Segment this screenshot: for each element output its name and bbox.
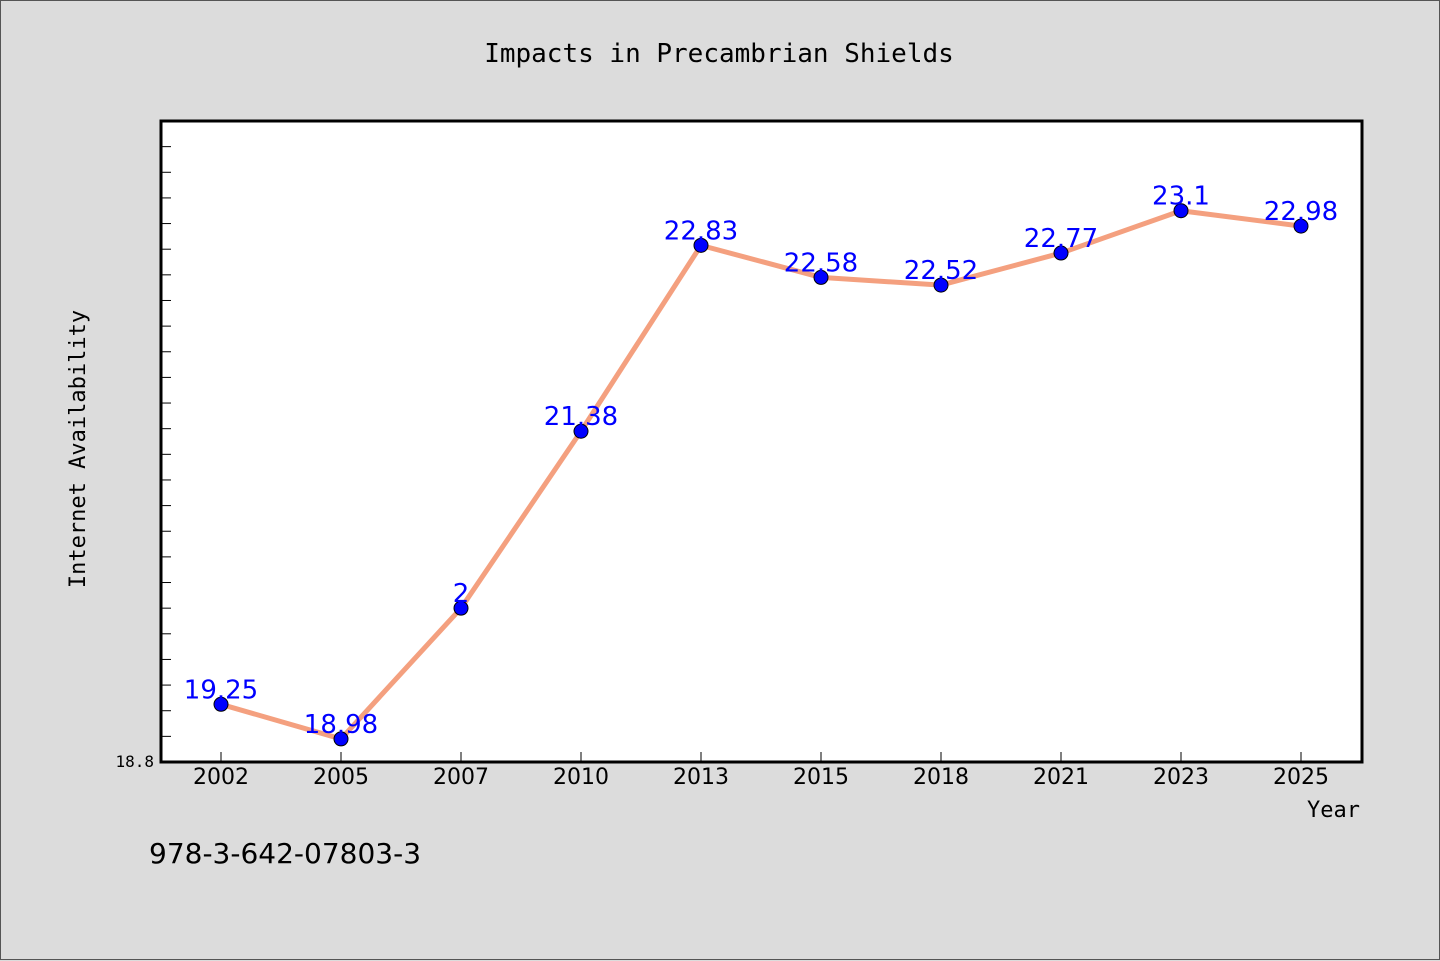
- data-label: 21.38: [544, 402, 618, 432]
- series-line: [218, 208, 1304, 742]
- y-axis-label: Internet Availability: [66, 310, 91, 588]
- plot-area: [161, 121, 1362, 762]
- x-tick-label: 2015: [793, 765, 849, 790]
- data-label: 23.1: [1152, 182, 1210, 212]
- y-tick-label: 18.8: [115, 752, 154, 771]
- x-tick-label: 2002: [193, 765, 249, 790]
- data-label: 22.98: [1264, 197, 1338, 227]
- data-point: [573, 423, 589, 439]
- data-point: [333, 731, 349, 747]
- x-tick-label: 2007: [433, 765, 489, 790]
- data-point: [213, 696, 229, 712]
- data-point: [1293, 218, 1309, 234]
- x-tick-label: 2025: [1273, 765, 1329, 790]
- data-point: [453, 600, 469, 616]
- data-point: [933, 277, 949, 293]
- x-tick-label: 2005: [313, 765, 369, 790]
- x-axis-label: Year: [1307, 798, 1360, 823]
- data-label: 18.98: [304, 710, 378, 740]
- data-label: 22.52: [904, 256, 978, 286]
- x-axis-ticks: 2002 2005 2007 2010 2013 2015 2018 2021 2023 2025: [193, 752, 1329, 790]
- data-label: 22.77: [1024, 224, 1098, 254]
- data-label: 19.25: [184, 675, 258, 705]
- data-point: [1053, 245, 1069, 261]
- data-point: [693, 237, 709, 253]
- plot-border: [159, 119, 1364, 764]
- x-tick-label: 2021: [1033, 765, 1089, 790]
- footer-isbn: 978-3-642-07803-3: [149, 837, 421, 870]
- x-tick-label: 2023: [1153, 765, 1209, 790]
- data-markers: [213, 203, 1309, 747]
- data-labels: 19.25 18.98 2 21.38 22.83 22.58 22.52 22.77 23.1…: [184, 182, 1338, 740]
- data-point: [813, 269, 829, 285]
- chart-title: Impacts in Precambrian Shields: [484, 39, 954, 69]
- x-tick-label: 2013: [673, 765, 729, 790]
- data-label: 2: [453, 579, 470, 609]
- x-tick-label: 2018: [913, 765, 969, 790]
- data-label: 22.83: [664, 216, 738, 246]
- data-label: 22.58: [784, 248, 858, 278]
- data-point: [1173, 203, 1189, 219]
- x-tick-label: 2010: [553, 765, 609, 790]
